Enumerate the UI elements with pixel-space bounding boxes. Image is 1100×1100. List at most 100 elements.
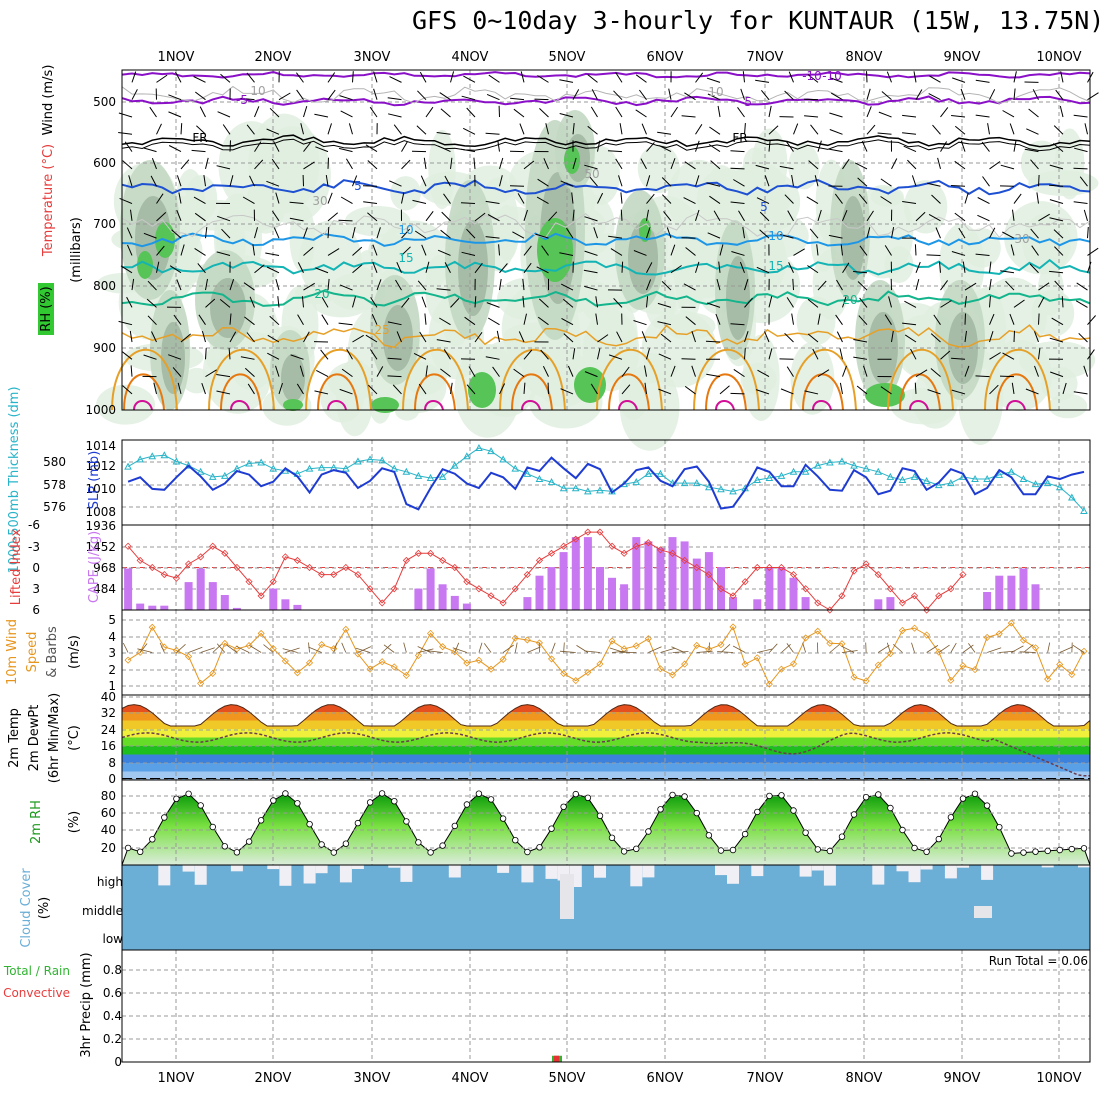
thickness-point	[584, 487, 592, 495]
wind-barb	[915, 211, 926, 222]
axis-tick-label: -3	[28, 540, 40, 554]
panel-frame-upper	[121, 69, 1091, 411]
wind-barb	[662, 194, 672, 204]
wind-barb	[1087, 349, 1095, 360]
wind-barb	[817, 369, 830, 378]
wind-barb	[644, 382, 647, 394]
wind-barb	[706, 373, 721, 378]
thickness-point	[729, 487, 737, 495]
wind-speed-point	[838, 640, 846, 648]
rh-point	[294, 800, 301, 807]
wind-barb	[499, 157, 504, 170]
wind-barb	[122, 160, 133, 170]
rh-blob-dark	[841, 196, 865, 280]
temp-band	[122, 737, 1090, 746]
wind-barb	[584, 285, 598, 291]
wind-barb	[835, 314, 843, 325]
wind-barb	[730, 150, 745, 153]
wind-barbs	[118, 71, 1099, 395]
wind-barb	[278, 92, 291, 101]
isotherm-35-loop	[812, 400, 832, 411]
surface-wind-barb	[829, 644, 840, 653]
rh-point	[149, 836, 156, 843]
thickness-point	[983, 474, 991, 482]
wind-barb	[352, 296, 356, 308]
wind-barb	[130, 365, 133, 377]
axis-tick-label: 1012	[85, 459, 116, 473]
thickness-point	[1043, 479, 1052, 487]
axis-tick-label: 576	[43, 500, 66, 514]
wind-barb	[584, 164, 598, 170]
wind-barb	[201, 330, 206, 343]
rh-point	[935, 835, 942, 843]
wind-barb	[807, 333, 819, 343]
wind-barb	[744, 123, 746, 135]
lifted-index-point	[184, 560, 193, 568]
wind-barb	[523, 209, 528, 221]
wind-barb	[303, 282, 315, 291]
surface-wind-barb	[612, 650, 628, 653]
wind-barb	[641, 123, 647, 135]
rh-blob-dark	[161, 322, 185, 394]
wind-barb	[661, 177, 672, 187]
wind-barb	[118, 132, 133, 135]
wind-barb	[816, 244, 819, 256]
wind-barb	[146, 298, 157, 308]
rh-point	[887, 804, 894, 812]
thickness-point	[414, 471, 423, 479]
rh-point	[790, 807, 797, 814]
wind-barb	[716, 278, 721, 291]
wind-barb	[709, 195, 721, 204]
rh-blob-light	[740, 363, 777, 395]
rh-point	[645, 828, 652, 835]
wind-barb	[589, 176, 598, 187]
wind-barb	[793, 248, 805, 256]
wind-barb	[540, 349, 549, 360]
wind-barb	[1032, 89, 1039, 100]
wind-barb	[510, 97, 525, 101]
surface-wind-barb	[454, 642, 460, 653]
rh-legend-swatch	[38, 283, 54, 335]
axis-tick-label: 800	[93, 279, 116, 293]
wind-barb	[1049, 199, 1064, 205]
wind-barb	[964, 330, 967, 343]
wind-barb	[717, 105, 721, 118]
cape-bar	[583, 537, 592, 610]
lifted-index-point	[644, 539, 652, 547]
date-label-bottom: 8NOV	[846, 1071, 883, 1086]
thickness-point	[910, 472, 919, 480]
surface-wind-barb	[1019, 651, 1036, 653]
wind-barb	[597, 334, 609, 343]
cape-bar	[160, 605, 169, 610]
surface-wind-barb	[527, 646, 541, 653]
wind-barb	[1031, 245, 1039, 256]
wind-barb	[621, 366, 630, 377]
rh-blob-light	[1048, 393, 1088, 419]
axis-tick-label: 900	[93, 341, 116, 355]
wind-barb	[461, 148, 476, 153]
wind-barb	[562, 298, 574, 308]
wind-barb	[352, 246, 363, 256]
wind-barb	[910, 348, 917, 360]
rh-blob-green	[865, 383, 905, 407]
wind-barb	[646, 142, 655, 152]
wind-barb	[180, 123, 183, 135]
lifted-index-point	[850, 567, 858, 575]
rh-point	[415, 839, 422, 846]
wind-barb	[369, 106, 378, 118]
wind-barb	[439, 92, 451, 101]
wind-barb	[989, 89, 996, 100]
wind-barb	[124, 141, 133, 152]
cape-bar	[765, 567, 774, 610]
cape-bar	[571, 537, 580, 610]
thickness-point	[850, 461, 858, 469]
wind-barb	[1049, 184, 1064, 187]
wind-barb	[806, 196, 819, 204]
wind-barb	[706, 182, 721, 187]
wind-barb	[196, 125, 206, 135]
wind-barb	[461, 251, 476, 256]
wind-barb	[840, 244, 843, 256]
wind-barb	[367, 212, 378, 222]
wind-barb	[126, 296, 133, 308]
wind-barb	[842, 296, 847, 308]
